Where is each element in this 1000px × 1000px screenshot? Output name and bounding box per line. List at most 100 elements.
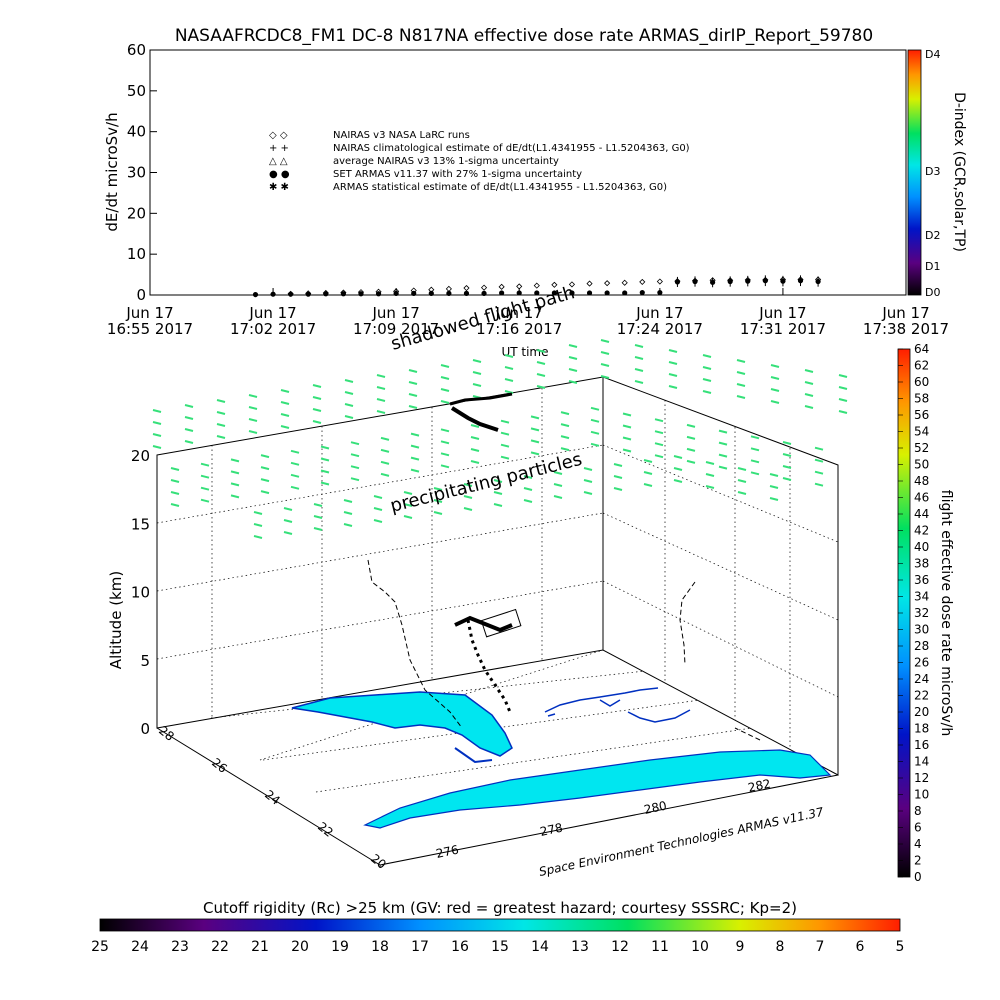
particle-mark (536, 373, 546, 377)
particle-mark (440, 440, 450, 445)
particle-mark (705, 485, 715, 489)
particle-mark (280, 425, 290, 429)
particle-mark (814, 458, 824, 463)
particle-mark (686, 423, 696, 428)
particle-mark (410, 456, 420, 461)
particle-mark (568, 356, 578, 360)
altitude-tick-label: 15 (131, 515, 150, 533)
armas-point (674, 279, 681, 285)
particle-mark (433, 487, 443, 491)
legend-label: average NAIRAS v3 13% 1-sigma uncertaint… (333, 156, 559, 167)
particle-mark (408, 393, 418, 397)
top-x-tick-date: Jun 17 (495, 304, 543, 322)
particle-mark (152, 445, 162, 449)
latitude-tick-label: 28 (156, 723, 177, 743)
armas-point (428, 290, 434, 296)
dose-tick-label: 14 (914, 755, 929, 769)
dose-tick-label: 4 (914, 837, 922, 851)
top-x-tick-date: Jun 17 (371, 304, 419, 322)
latitude-tick-label: 22 (315, 819, 336, 839)
particle-mark (440, 400, 450, 404)
armas-point (534, 290, 540, 296)
particle-mark (530, 439, 540, 444)
legend-label: NAIRAS v3 NASA LaRC runs (333, 130, 470, 141)
particle-mark (622, 424, 632, 429)
nairas-point (463, 284, 470, 292)
particle-mark (350, 441, 360, 446)
particle-mark (260, 454, 270, 459)
dose-tick-label: 46 (914, 491, 929, 505)
dose-tick-label: 58 (914, 392, 929, 406)
particle-mark (253, 523, 263, 527)
particle-mark (230, 458, 240, 463)
particle-mark (312, 408, 322, 412)
particle-mark (470, 460, 480, 464)
particle-mark (668, 385, 678, 389)
particle-mark (668, 361, 678, 365)
armas-point (446, 290, 452, 296)
particle-mark (200, 498, 210, 503)
particle-mark (530, 451, 540, 456)
dose-tick-label: 34 (914, 590, 929, 604)
particle-mark (668, 349, 678, 353)
dose-tick-label: 44 (914, 507, 929, 521)
nairas-point (498, 283, 505, 290)
particle-mark (248, 418, 258, 422)
armas-point (797, 278, 804, 284)
dose-tick-label: 52 (914, 441, 929, 455)
flight-path (449, 392, 522, 713)
rigidity-tick-label: 12 (611, 939, 629, 955)
particle-mark (463, 483, 473, 487)
nairas-point (568, 281, 576, 288)
particle-mark (376, 410, 386, 414)
particle-mark (673, 467, 683, 471)
particle-mark (770, 388, 780, 392)
rigidity-tick-label: 6 (856, 939, 865, 955)
figure-title: NASAAFRCDC8_FM1 DC-8 N817NA effective do… (175, 26, 873, 46)
nairas-point (586, 280, 593, 287)
armas-point (270, 291, 276, 297)
particle-mark (350, 453, 360, 458)
particle-mark (686, 435, 696, 440)
nairas-point (551, 281, 558, 288)
particle-mark (230, 482, 240, 487)
rigidity-tick-label: 13 (571, 939, 589, 955)
armas-point (569, 290, 575, 296)
rigidity-tick-label: 14 (531, 939, 549, 955)
top-x-tick-time: 17:16 2017 (476, 320, 562, 338)
nairas-point (621, 279, 628, 286)
particle-mark (472, 371, 482, 375)
particle-mark (536, 385, 546, 389)
nairas-point (656, 278, 663, 285)
particle-mark (290, 485, 300, 490)
particle-mark (312, 384, 322, 388)
rigidity-tick-label: 23 (171, 939, 189, 955)
legend-symbol: + + (269, 143, 289, 154)
dindex-colorbar (907, 49, 922, 296)
nairas-point (516, 283, 523, 290)
dose-tick-label: 64 (914, 342, 929, 356)
nairas-point (445, 285, 452, 292)
particle-mark (736, 395, 746, 399)
back-wall (156, 376, 839, 776)
particle-mark (410, 468, 420, 473)
armas-point (411, 290, 417, 296)
particle-mark (838, 374, 848, 378)
particle-mark (283, 507, 293, 511)
particle-mark (523, 499, 533, 503)
particle-mark (613, 487, 623, 491)
rigidity-tick-label: 18 (371, 939, 389, 955)
particle-mark (804, 393, 814, 397)
particle-mark (410, 444, 420, 449)
particle-mark (440, 452, 450, 457)
dose-tick-label: 54 (914, 425, 929, 439)
particle-mark (504, 378, 514, 382)
particle-mark (553, 471, 563, 475)
particle-mark (782, 453, 792, 457)
top-x-tick-time: 17:24 2017 (617, 320, 703, 338)
armas-point (323, 291, 329, 297)
latitude-tick-label: 20 (368, 851, 389, 871)
dose-rate-label: flight effective dose rate microSv/h (938, 490, 954, 736)
nairas-point (533, 282, 540, 289)
